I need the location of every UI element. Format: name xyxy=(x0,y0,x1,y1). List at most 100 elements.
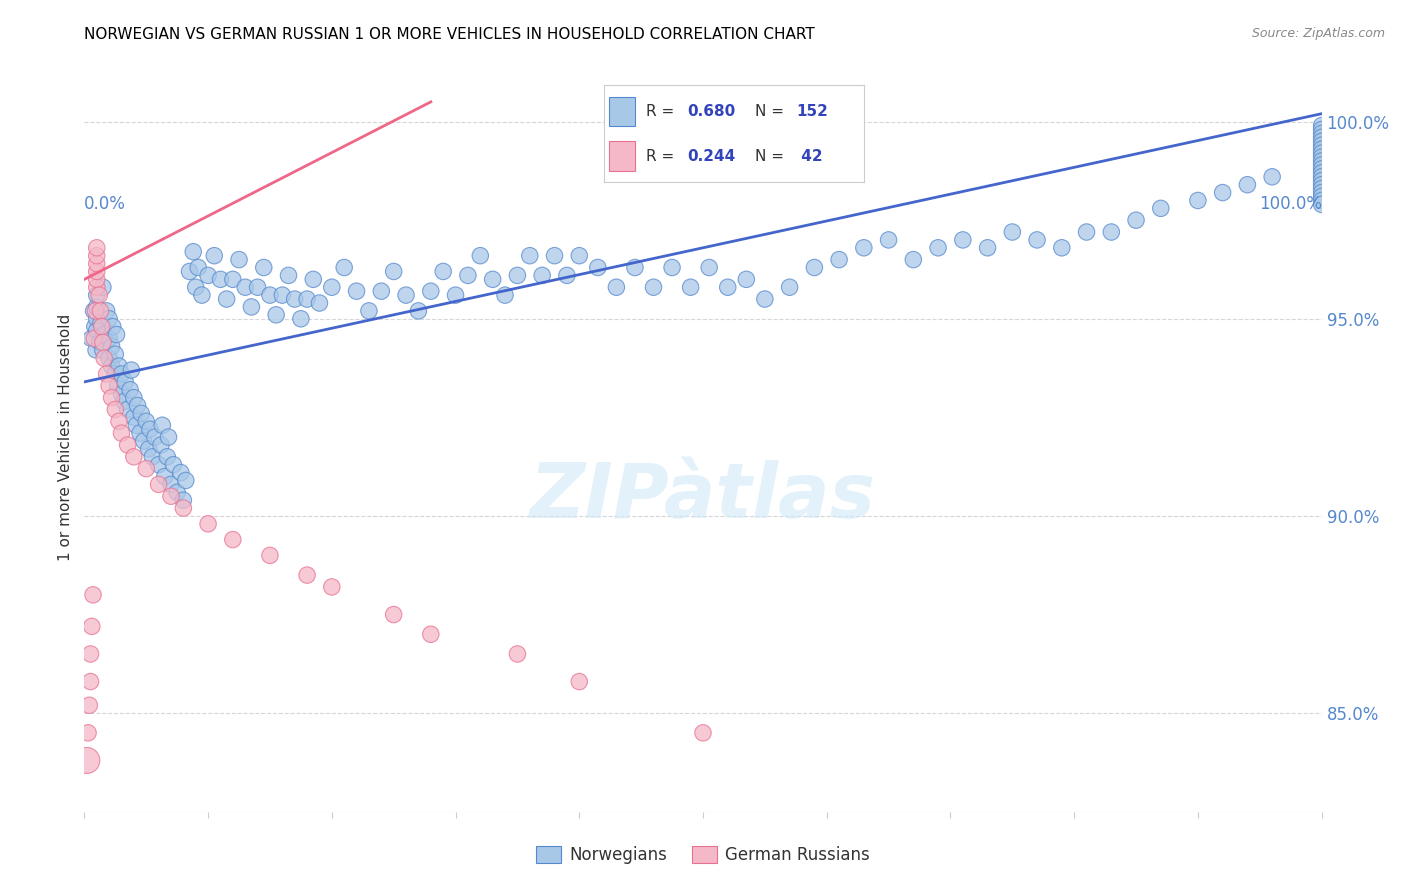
Point xyxy=(127,399,149,413)
Point xyxy=(370,284,392,298)
Point xyxy=(82,304,104,318)
Point xyxy=(382,264,405,278)
Point xyxy=(89,304,111,318)
Point xyxy=(191,288,214,302)
Point xyxy=(1310,158,1333,172)
Point xyxy=(86,324,108,338)
Point xyxy=(321,580,343,594)
Point xyxy=(290,311,312,326)
Point xyxy=(277,268,299,283)
Point xyxy=(852,241,875,255)
Point xyxy=(271,288,294,302)
Point xyxy=(98,331,121,345)
Point xyxy=(129,406,152,420)
Point xyxy=(98,311,121,326)
Point xyxy=(79,331,101,345)
Point xyxy=(148,458,170,472)
Point xyxy=(1001,225,1024,239)
Point xyxy=(481,272,503,286)
Point xyxy=(1310,130,1333,145)
Text: Source: ZipAtlas.com: Source: ZipAtlas.com xyxy=(1251,27,1385,40)
Point xyxy=(357,304,380,318)
Point xyxy=(86,300,108,314)
Point xyxy=(1310,178,1333,192)
Point xyxy=(100,339,122,353)
Point xyxy=(170,466,193,480)
Point xyxy=(1150,202,1173,216)
Point xyxy=(122,450,145,464)
Point xyxy=(80,619,103,633)
Point xyxy=(828,252,851,267)
Point xyxy=(1310,166,1333,180)
Point xyxy=(83,331,105,345)
Point xyxy=(91,343,114,358)
Point xyxy=(444,288,467,302)
Point xyxy=(172,493,194,508)
Point xyxy=(150,418,173,433)
Point xyxy=(132,434,155,448)
Point xyxy=(100,391,122,405)
Point xyxy=(432,264,454,278)
Point xyxy=(89,316,111,330)
Point xyxy=(259,288,281,302)
Point xyxy=(114,375,136,389)
Point xyxy=(156,450,179,464)
Point xyxy=(1310,119,1333,133)
Point xyxy=(209,272,232,286)
Point xyxy=(1310,146,1333,161)
Point xyxy=(284,292,307,306)
Point xyxy=(96,367,118,381)
Point xyxy=(803,260,825,275)
Point xyxy=(79,647,101,661)
Point xyxy=(110,367,132,381)
Point xyxy=(1099,225,1122,239)
Point xyxy=(568,249,591,263)
Y-axis label: 1 or more Vehicles in Household: 1 or more Vehicles in Household xyxy=(58,313,73,561)
Point xyxy=(1125,213,1147,227)
Point xyxy=(1236,178,1258,192)
Point xyxy=(382,607,405,622)
Text: ZIPàtlas: ZIPàtlas xyxy=(530,460,876,534)
Point xyxy=(1310,174,1333,188)
Point xyxy=(104,402,127,417)
Point xyxy=(160,477,183,491)
Point xyxy=(197,268,219,283)
Point xyxy=(295,568,318,582)
Point xyxy=(1310,142,1333,156)
Point xyxy=(86,311,108,326)
Text: 100.0%: 100.0% xyxy=(1258,195,1322,213)
Point xyxy=(717,280,740,294)
Point xyxy=(138,442,160,456)
Point xyxy=(952,233,974,247)
Point xyxy=(84,343,107,358)
Point xyxy=(89,288,111,302)
Point xyxy=(661,260,683,275)
Point xyxy=(927,241,949,255)
Point xyxy=(506,268,529,283)
Point xyxy=(108,359,131,373)
Point xyxy=(76,754,98,768)
Point xyxy=(96,304,118,318)
Point xyxy=(1076,225,1098,239)
Point xyxy=(419,627,441,641)
Point xyxy=(139,422,162,436)
Point xyxy=(555,268,578,283)
Point xyxy=(86,256,108,270)
Point xyxy=(395,288,418,302)
Point xyxy=(1310,181,1333,195)
Point xyxy=(1310,197,1333,211)
Point xyxy=(457,268,479,283)
Point xyxy=(679,280,702,294)
Point xyxy=(1026,233,1049,247)
Point xyxy=(531,268,554,283)
Point xyxy=(408,304,430,318)
Point xyxy=(1310,161,1333,176)
Point xyxy=(1212,186,1234,200)
Point xyxy=(122,410,145,425)
Point xyxy=(240,300,263,314)
Point xyxy=(202,249,225,263)
Point xyxy=(494,288,516,302)
Point xyxy=(150,438,173,452)
Text: 0.0%: 0.0% xyxy=(84,195,127,213)
Point xyxy=(1310,150,1333,164)
